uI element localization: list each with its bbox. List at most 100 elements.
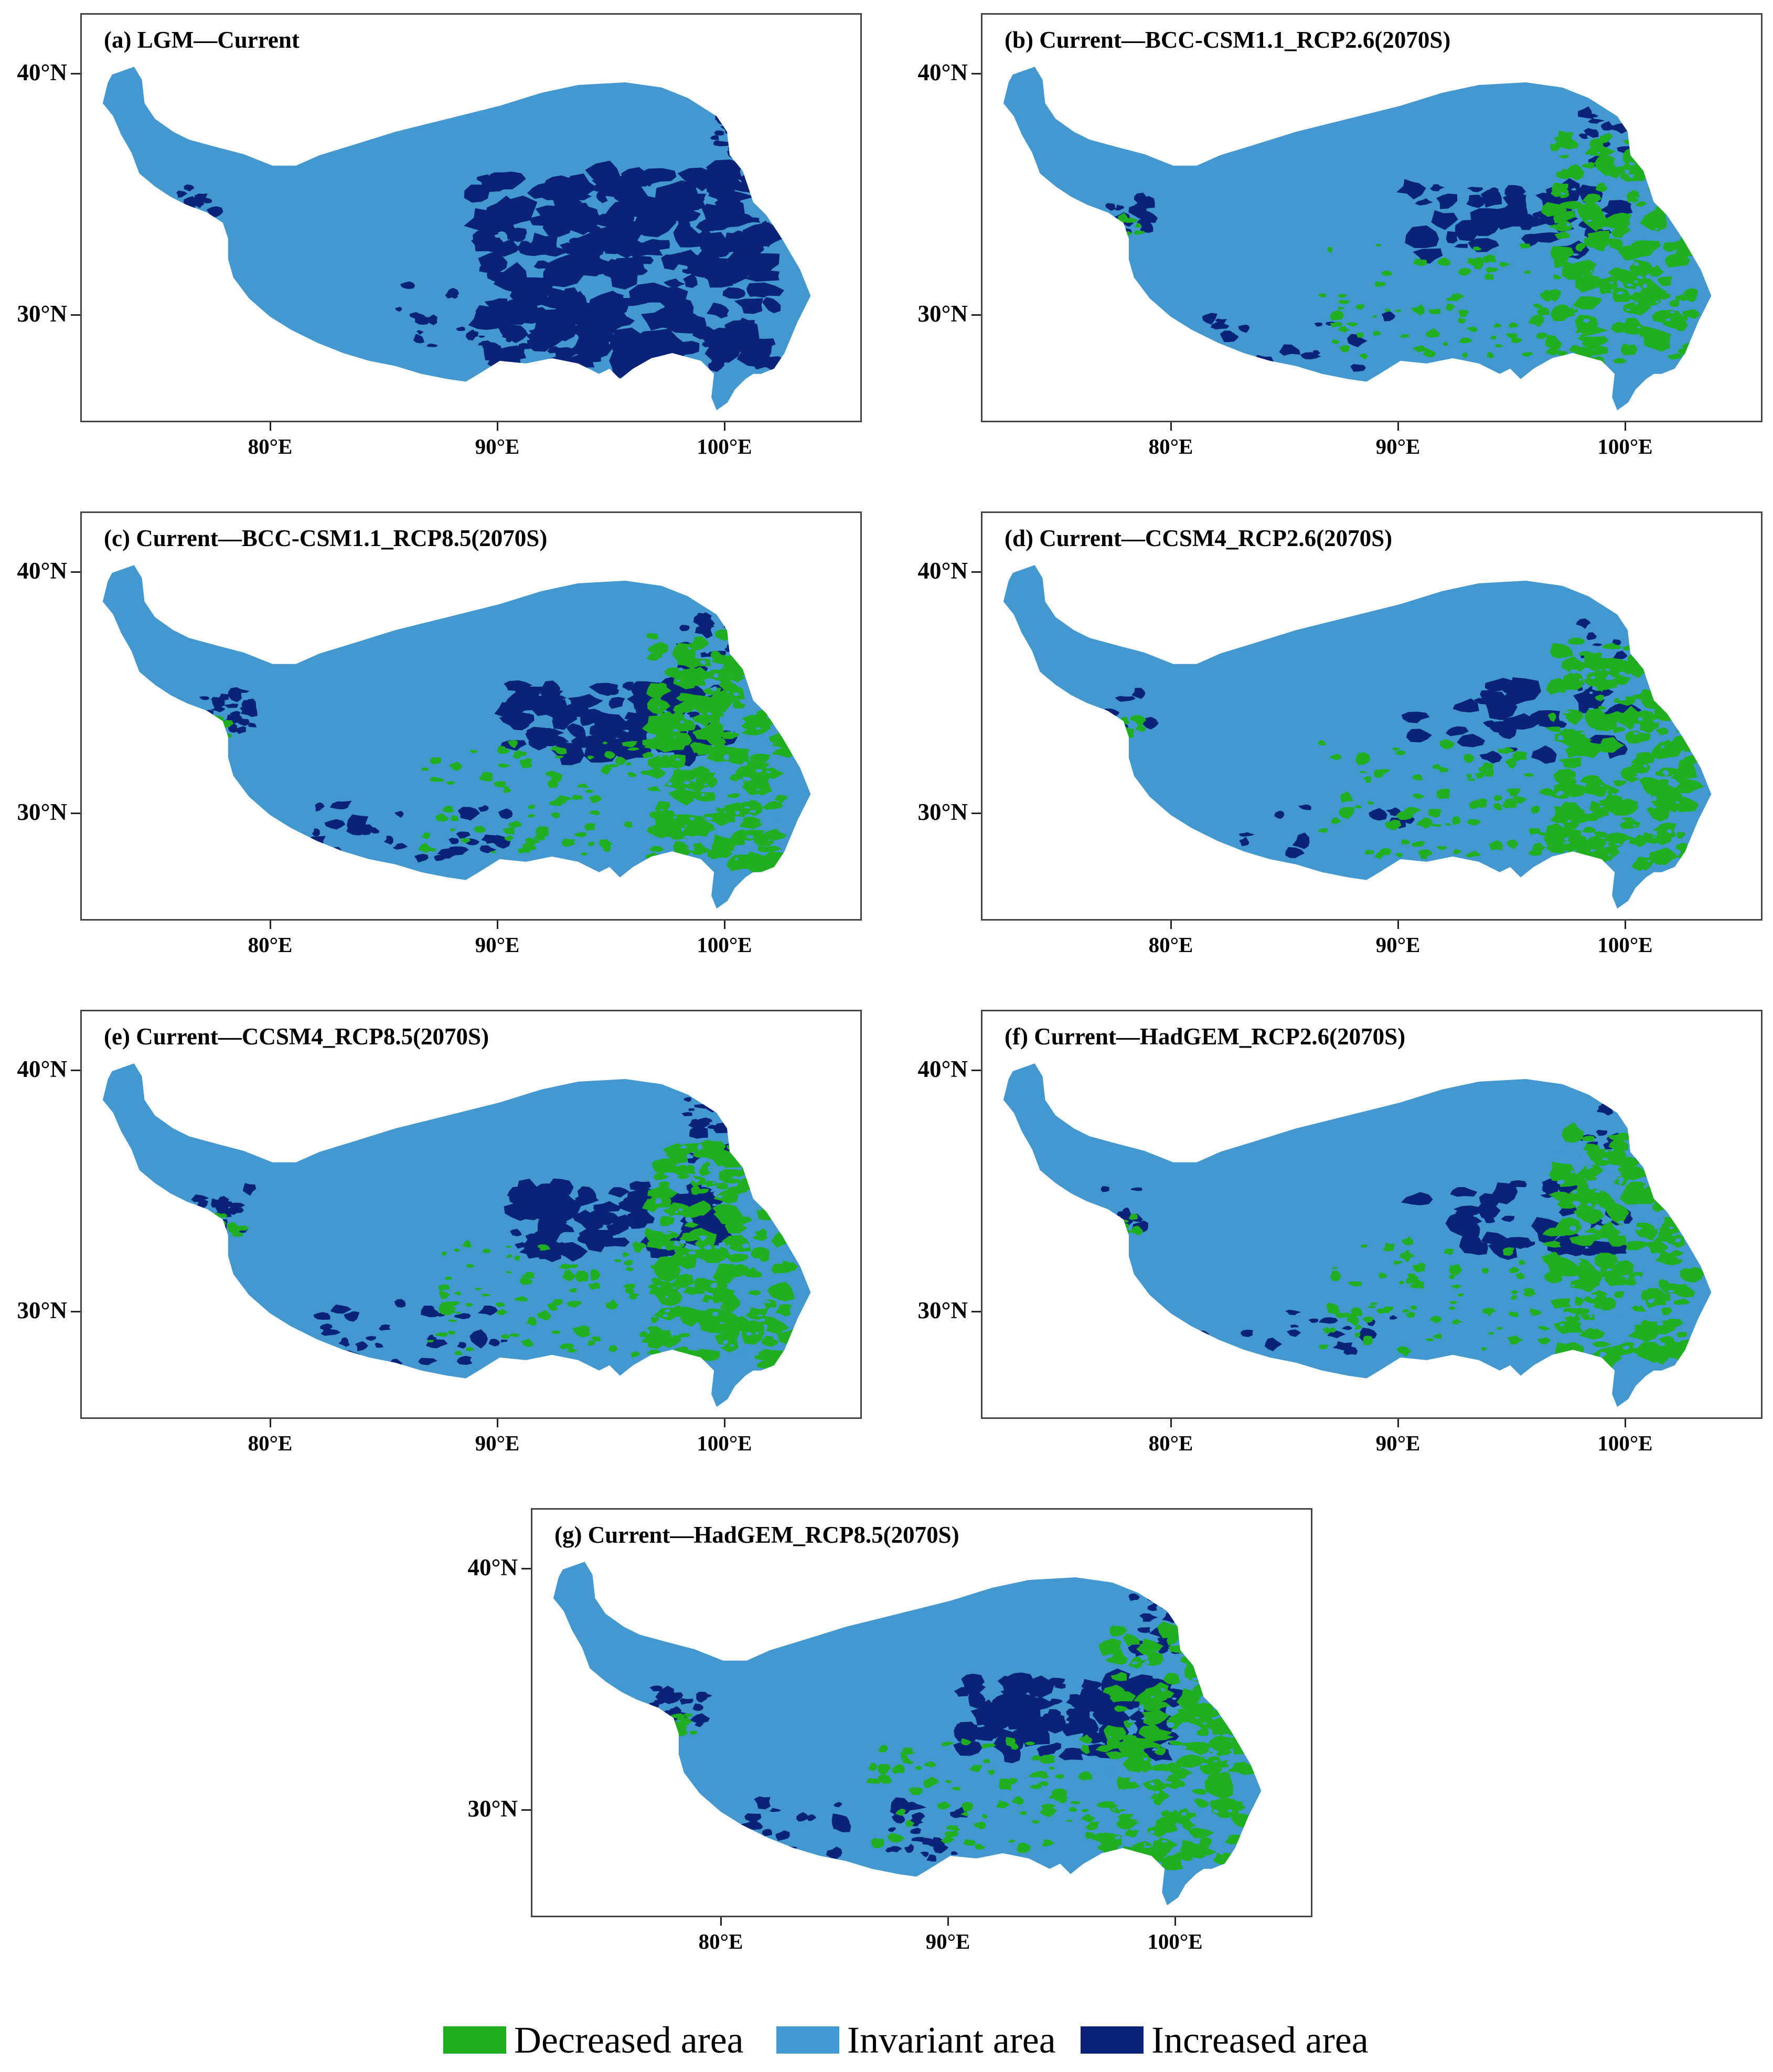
decreased-area: [649, 1289, 657, 1295]
decreased-area: [1631, 1305, 1647, 1312]
invariant-area: [1670, 311, 1675, 314]
decreased-area: [1568, 1354, 1586, 1367]
increased-area: [1196, 1594, 1210, 1602]
decreased-area: [1472, 798, 1488, 808]
increased-area: [513, 337, 524, 341]
decreased-area: [683, 1261, 696, 1268]
decreased-area: [1400, 1249, 1415, 1263]
decreased-area: [1109, 1692, 1120, 1698]
lat-label: 40°N: [917, 59, 968, 86]
decreased-area: [1473, 257, 1484, 270]
decreased-area: [1462, 352, 1468, 358]
invariant-area: [1664, 318, 1671, 322]
increased-area: [452, 846, 469, 853]
decreased-area: [551, 811, 560, 819]
increased-area: [303, 836, 326, 848]
invariant-area: [1613, 777, 1617, 780]
increased-area: [241, 700, 256, 712]
decreased-area: [1554, 256, 1569, 269]
invariant-area: [738, 780, 744, 786]
decreased-area: [227, 733, 232, 738]
decreased-area: [720, 731, 740, 740]
decreased-area: [1683, 1273, 1695, 1282]
decreased-area: [698, 1161, 713, 1177]
increased-area: [1081, 1679, 1104, 1691]
lon-tick: [1625, 422, 1626, 431]
decreased-area: [775, 688, 791, 695]
invariant-area: [1156, 1816, 1161, 1819]
increased-area: [750, 274, 767, 280]
invariant-area: [1562, 711, 1571, 714]
increased-area: [622, 681, 634, 691]
increased-area: [191, 1194, 209, 1202]
decreased-area: [1176, 1780, 1185, 1788]
increased-area: [448, 837, 459, 845]
decreased-area: [1510, 1295, 1518, 1300]
invariant-area: [1188, 1808, 1194, 1813]
decreased-area: [1608, 1136, 1629, 1152]
increased-area: [568, 325, 584, 335]
lon-tick: [1625, 921, 1626, 929]
increased-area: [1211, 322, 1230, 330]
decreased-area: [689, 1200, 712, 1216]
decreased-area: [952, 1787, 961, 1791]
decreased-area: [1561, 678, 1580, 690]
invariant-area: [1679, 1279, 1684, 1281]
decreased-area: [1509, 322, 1519, 328]
decreased-area: [1616, 834, 1628, 838]
decreased-area: [697, 1316, 713, 1329]
invariant-area: [666, 1213, 669, 1215]
decreased-area: [987, 1769, 995, 1776]
decreased-area: [716, 1182, 729, 1190]
decreased-area: [974, 1843, 986, 1850]
increased-area: [751, 118, 766, 127]
decreased-area: [526, 1317, 537, 1327]
decreased-area: [1557, 783, 1585, 797]
decreased-area: [1233, 1702, 1245, 1713]
decreased-area: [1436, 846, 1447, 850]
invariant-area: [1168, 1809, 1174, 1812]
invariant-area: [673, 816, 677, 819]
increased-area: [1630, 1124, 1648, 1135]
decreased-area: [1486, 267, 1499, 273]
invariant-area: [1659, 237, 1667, 240]
decreased-area: [786, 656, 796, 666]
decreased-area: [1626, 190, 1640, 204]
decreased-area: [1373, 770, 1384, 778]
decreased-area: [1607, 787, 1620, 796]
increased-area: [1171, 1607, 1191, 1617]
invariant-area: [1602, 227, 1610, 231]
invariant-area: [1599, 805, 1605, 808]
decreased-area: [587, 1340, 596, 1346]
invariant-area: [1160, 1688, 1166, 1692]
invariant-area: [757, 1318, 765, 1322]
decreased-area: [1493, 322, 1502, 328]
decreased-area: [1049, 1766, 1055, 1770]
invariant-area: [1633, 280, 1638, 283]
decreased-area: [1507, 839, 1519, 849]
decreased-area: [753, 626, 779, 644]
decreased-area: [1437, 257, 1451, 266]
invariant-area: [1602, 1158, 1608, 1161]
decreased-area: [1660, 1142, 1679, 1154]
invariant-area: [1156, 1813, 1162, 1816]
decreased-area: [1594, 1253, 1618, 1268]
panel-title: (a) LGM—Current: [104, 27, 300, 53]
decreased-area: [186, 723, 199, 730]
decreased-area: [1523, 773, 1534, 777]
invariant-area: [1668, 1357, 1676, 1363]
invariant-area: [1673, 780, 1677, 783]
increased-area: [760, 202, 778, 208]
decreased-area: [1565, 746, 1588, 758]
decreased-area: [1424, 1338, 1434, 1342]
decreased-area: [664, 731, 692, 750]
increased-area: [1504, 185, 1526, 202]
invariant-area: [1679, 755, 1685, 757]
increased-area: [1166, 1597, 1181, 1611]
lon-label: 90°E: [925, 1929, 970, 1953]
decreased-area: [779, 1143, 789, 1151]
decreased-area: [1442, 341, 1448, 346]
invariant-area: [1675, 801, 1680, 804]
invariant-area: [1561, 714, 1566, 718]
increased-area: [1099, 715, 1114, 723]
